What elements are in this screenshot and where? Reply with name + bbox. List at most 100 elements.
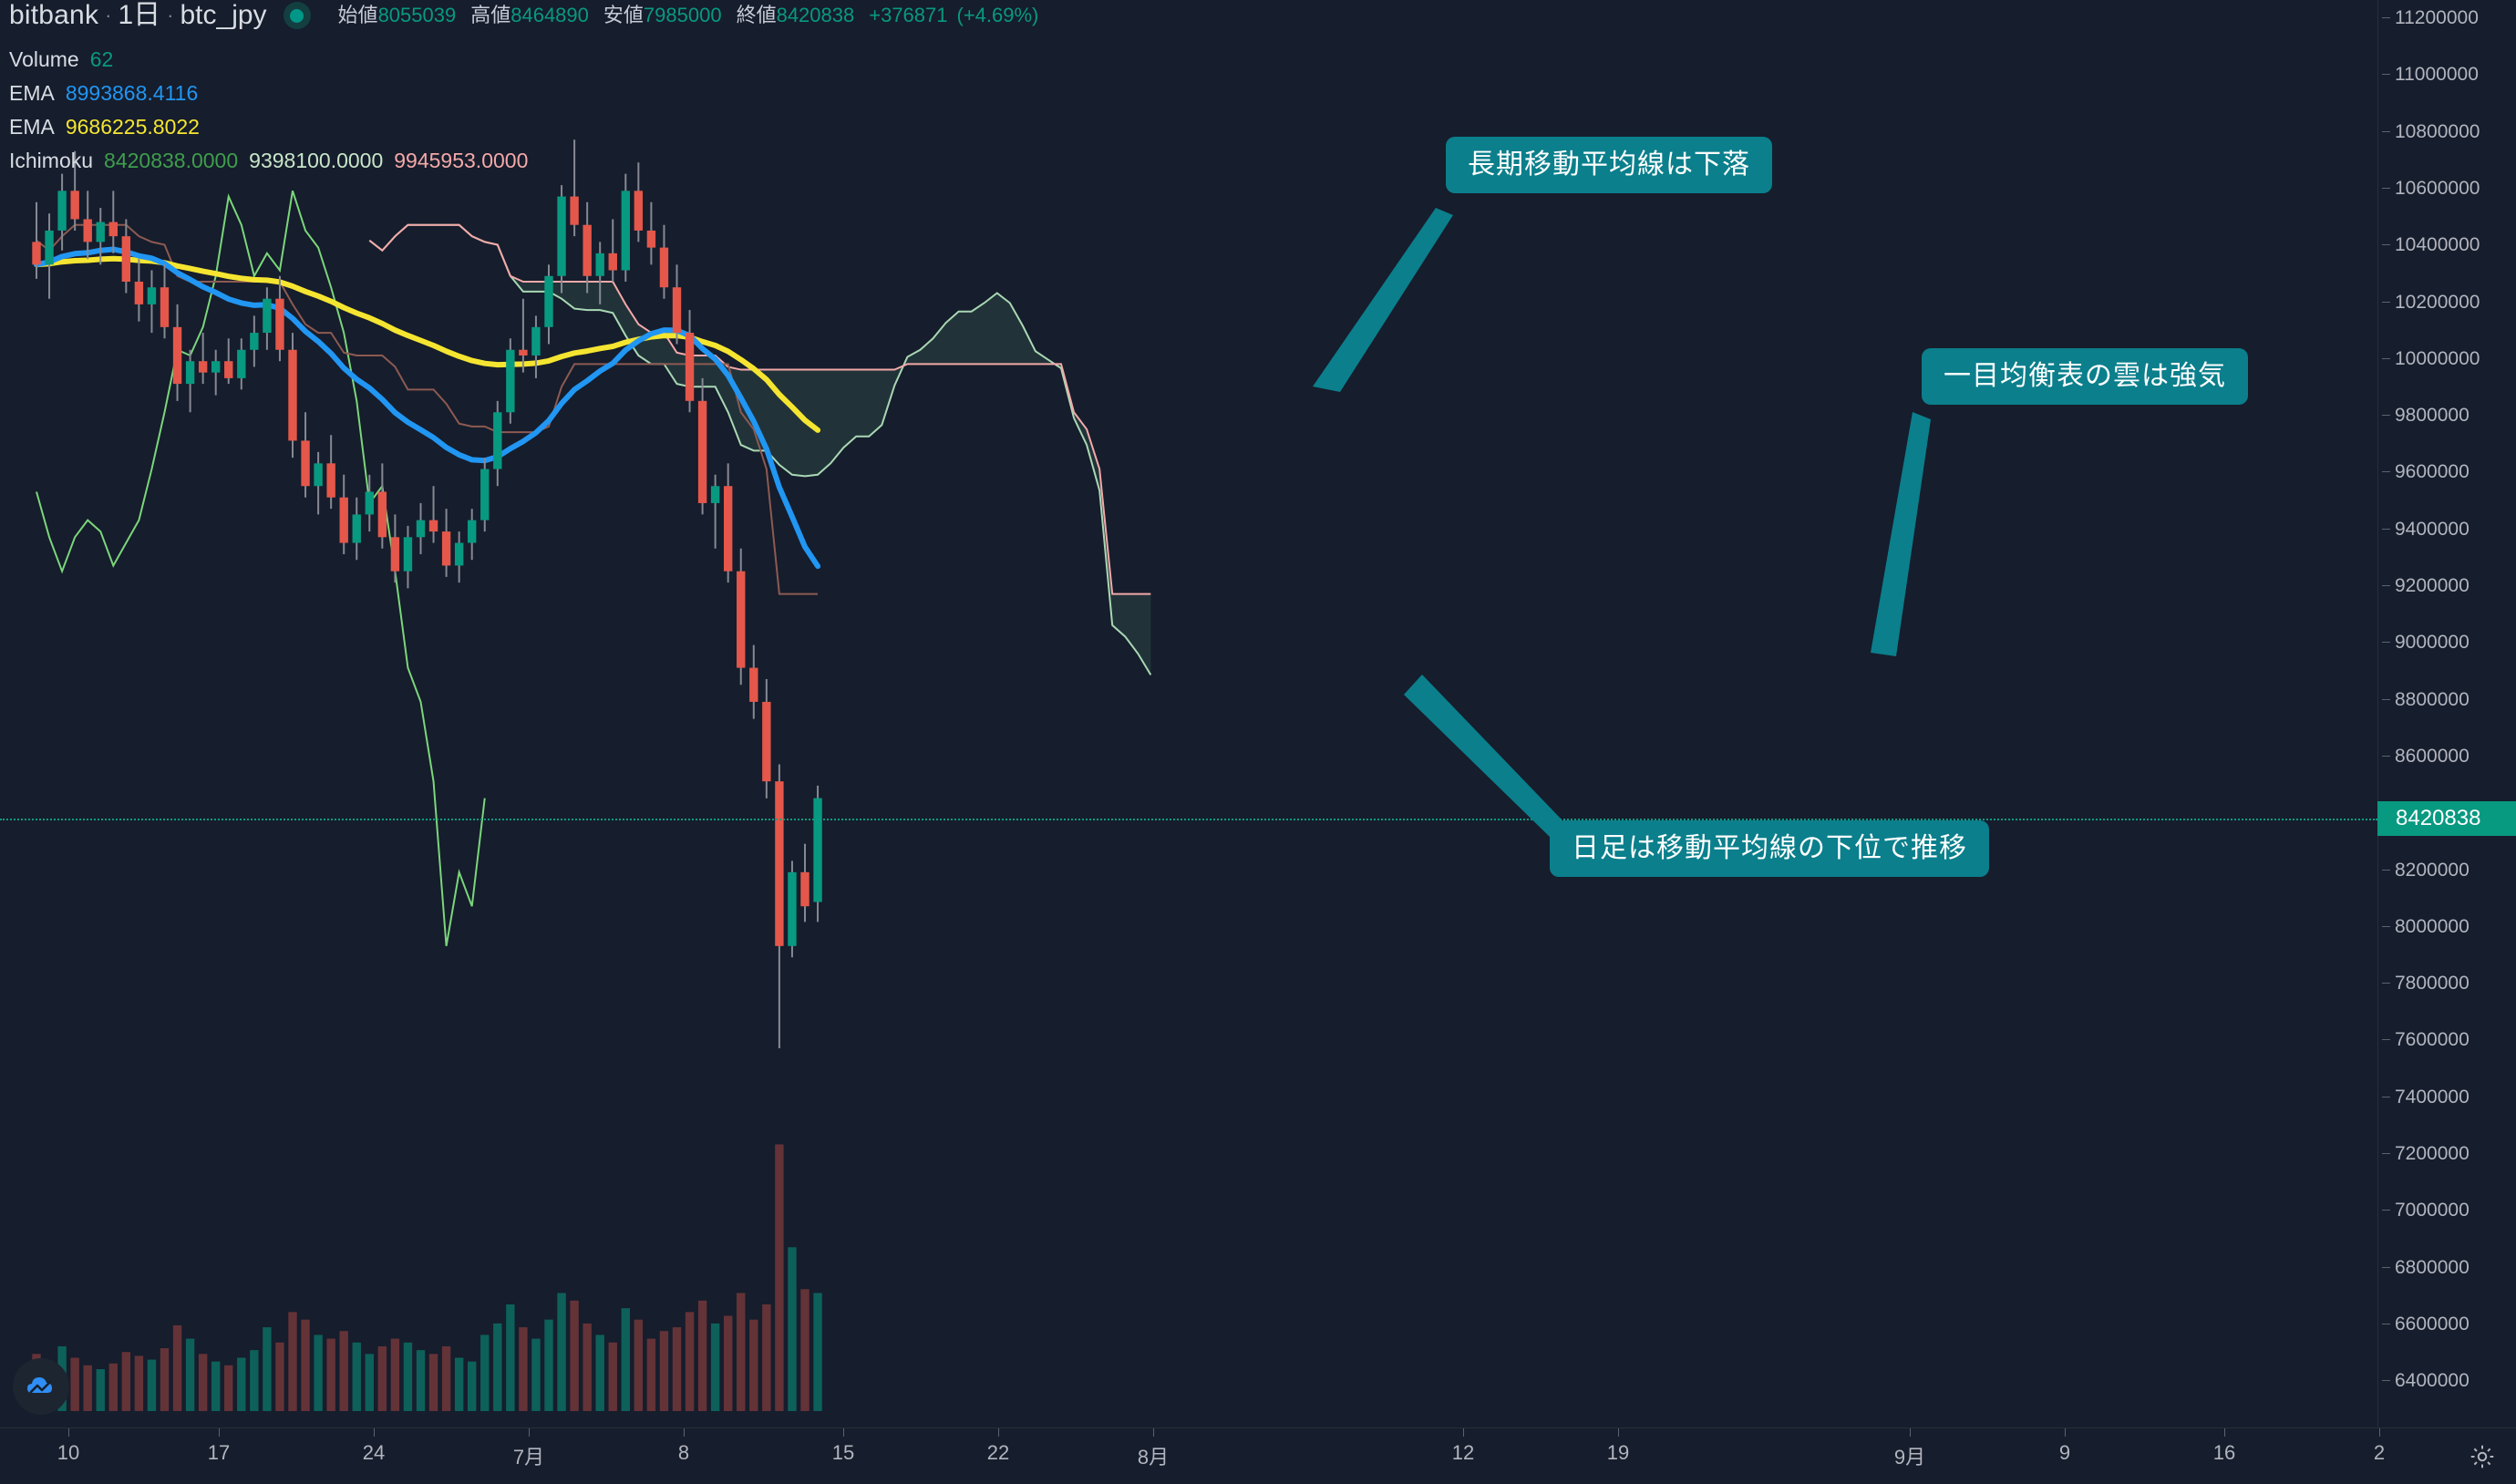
price-tick: 9400000 (2378, 520, 2516, 539)
volume-bar (659, 1331, 669, 1411)
price-tick: 11200000 (2378, 8, 2516, 27)
candle-body (621, 191, 630, 271)
candle-body (800, 871, 809, 907)
candle-body (544, 275, 553, 327)
candle-body (147, 287, 157, 304)
chart-cloud-logo-icon (13, 1358, 69, 1415)
annotation-callout-1[interactable]: 長期移動平均線は下落 (1446, 137, 1772, 193)
volume-bar (685, 1312, 695, 1411)
price-tick: 8800000 (2378, 690, 2516, 709)
volume-bar (288, 1312, 297, 1411)
volume-bar (377, 1345, 387, 1411)
candle-body (724, 486, 733, 572)
candle-body (172, 326, 182, 385)
volume-bar (634, 1319, 644, 1411)
candle-body (813, 798, 822, 902)
volume-bar (813, 1293, 822, 1411)
price-tick: 8000000 (2378, 917, 2516, 936)
candle-body (608, 252, 617, 271)
volume-bar (775, 1144, 784, 1411)
volume-bar (570, 1300, 579, 1411)
candle-body (134, 282, 144, 304)
volume-bar (147, 1359, 157, 1411)
candle-body (185, 361, 195, 385)
price-tick: 8600000 (2378, 747, 2516, 766)
volume-bar (70, 1357, 79, 1411)
candle-body (275, 298, 284, 350)
annotation-callout-2[interactable]: 一目均衡表の雲は強気 (1922, 348, 2248, 405)
candle-body (416, 520, 426, 538)
volume-bar (301, 1319, 310, 1411)
volume-bar (365, 1354, 374, 1411)
ichimoku-span-b (368, 223, 1151, 595)
price-tick: 6600000 (2378, 1314, 2516, 1334)
candle-body (263, 298, 272, 334)
volume-bar (749, 1319, 758, 1411)
candle-body (403, 537, 413, 572)
price-tick: 10200000 (2378, 293, 2516, 312)
volume-bar (519, 1327, 528, 1411)
candle-body (314, 463, 323, 487)
volume-bar (621, 1308, 630, 1411)
volume-bar (493, 1323, 502, 1411)
volume-bar (737, 1293, 746, 1411)
price-tick: 6400000 (2378, 1371, 2516, 1390)
candle-body (108, 222, 118, 237)
volume-bar (121, 1352, 131, 1411)
candle-body (288, 349, 297, 441)
candle-body (480, 469, 490, 520)
candle-body (583, 224, 592, 276)
volume-bar (390, 1338, 400, 1411)
time-axis[interactable]: 10 17 24 7月 8 15 22 8月 12 19 9月 9 16 2 (0, 1427, 2516, 1484)
current-price-line (0, 819, 2377, 820)
candle-body (96, 222, 105, 242)
annotation-callout-3[interactable]: 日足は移動平均線の下位で推移 (1550, 820, 1989, 877)
volume-bar (326, 1338, 335, 1411)
volume-bar (544, 1319, 553, 1411)
volume-bar (403, 1342, 413, 1411)
price-tick: 10000000 (2378, 349, 2516, 368)
price-tick: 11000000 (2378, 65, 2516, 84)
volume-bar (480, 1335, 490, 1411)
candle-body (390, 537, 400, 572)
candle-body (737, 571, 746, 668)
candle-body (595, 252, 604, 276)
candle-body (646, 230, 656, 248)
volume-bar (595, 1335, 604, 1411)
volume-bar (506, 1304, 515, 1411)
volume-bar (172, 1324, 182, 1411)
candle-body (672, 287, 682, 334)
volume-bar (697, 1300, 707, 1411)
volume-bar (710, 1323, 720, 1411)
candle-body (441, 531, 451, 566)
volume-bar (788, 1247, 797, 1411)
volume-bar (96, 1369, 105, 1411)
candle-body (788, 871, 797, 946)
candle-body (659, 247, 669, 288)
price-axis[interactable]: 11200000 11000000 10800000 10600000 10400000… (2377, 0, 2516, 1427)
candle-body (121, 236, 131, 282)
volume-bar (185, 1338, 195, 1411)
candle-body (710, 486, 720, 503)
volume-bar (250, 1350, 259, 1411)
volume-bar (454, 1357, 464, 1411)
volume-bar (211, 1361, 221, 1411)
candle-body (377, 491, 387, 538)
candle-body (326, 463, 335, 498)
candle-body (697, 400, 707, 503)
volume-bar (762, 1304, 771, 1411)
price-tick: 8200000 (2378, 861, 2516, 880)
candle-body (634, 191, 644, 231)
candle-body (365, 491, 374, 515)
volume-bar (441, 1345, 451, 1411)
price-tick: 9800000 (2378, 406, 2516, 425)
current-price-badge[interactable]: 8420838 (2377, 801, 2516, 836)
gear-icon[interactable] (2469, 1443, 2496, 1470)
price-tick: 7000000 (2378, 1201, 2516, 1220)
candle-body (250, 333, 259, 350)
candle-body (211, 361, 221, 373)
chart-plot-area[interactable] (0, 0, 2377, 1427)
volume-bar (275, 1342, 284, 1411)
chart-canvas (32, 139, 1152, 1411)
candle-body (749, 667, 758, 702)
